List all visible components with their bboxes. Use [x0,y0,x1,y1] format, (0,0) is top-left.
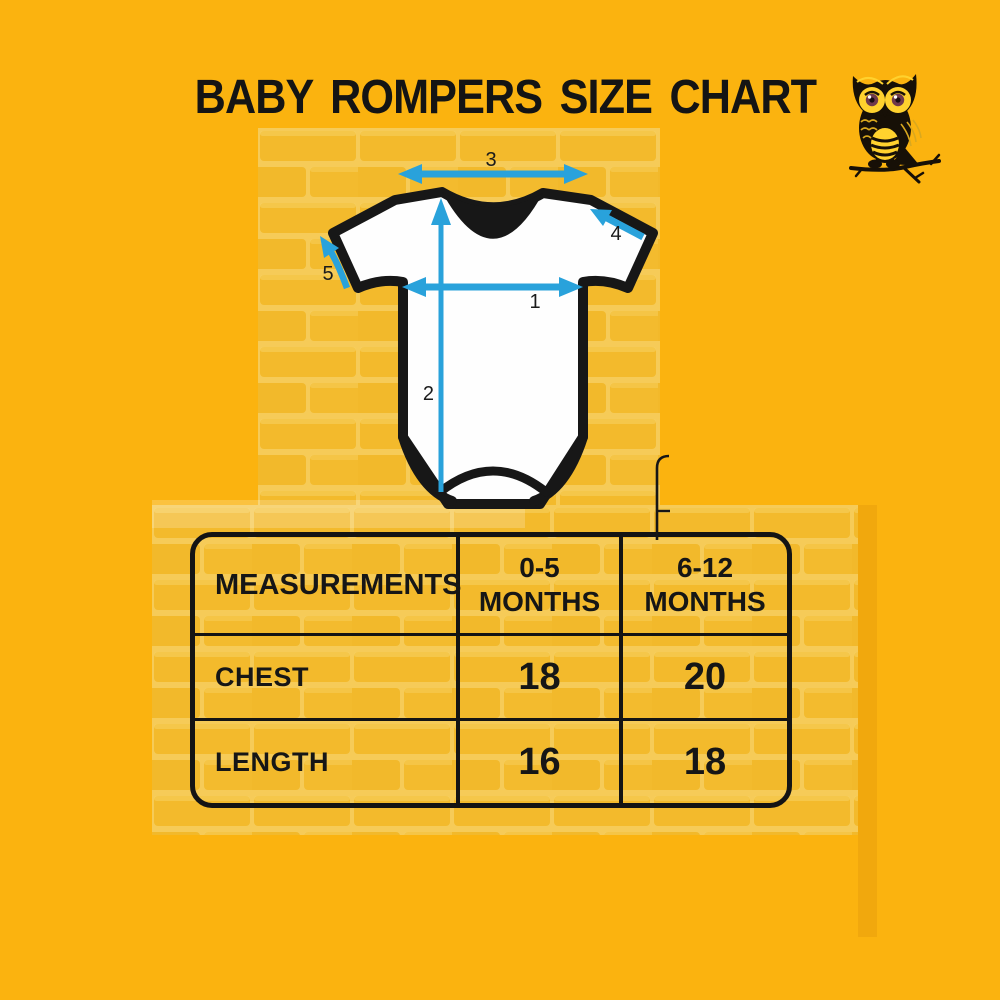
header-measurements: MEASUREMENTS [195,537,462,636]
arrow-label-3: 3 [485,149,496,171]
header-6-12-line2: MONTHS [644,586,766,617]
romper-measurement-diagram: 3 1 2 4 5 [320,149,658,509]
romper-outline [328,187,658,509]
brick-wall-band-table [152,505,858,835]
header-0-5-line1: 0-5 [519,551,560,583]
dark-edge-strip [858,505,877,937]
header-6-12-line1: 6-12 [676,551,734,583]
owl-logo-icon [849,74,941,184]
owl-eyes [864,90,906,107]
page-title: BABY ROMPERS SIZE CHART [194,71,817,124]
arrow-label-1: 1 [529,291,540,313]
table-row-chest-label: CHEST [195,636,460,721]
arrow-label-5: 5 [322,263,333,285]
measure-arrow-labels: 3 1 2 4 5 [322,149,621,405]
romper-crotch-flap [435,466,551,497]
header-col-0-5-months: 0-5 MONTHS [460,537,623,636]
branch [849,153,941,184]
arrow-label-2: 2 [423,383,434,405]
cropped-frame-artifact [655,454,670,540]
romper-leg-opening-left [398,432,457,506]
header-col-6-12-months: 6-12 MONTHS [623,537,787,636]
header-0-5-line2: MONTHS [478,586,601,617]
arrow-label-4: 4 [610,223,621,245]
length-0-5-value: 16 [460,721,623,803]
header-measurements-label: MEASUREMENTS [215,568,462,601]
size-table: MEASUREMENTS 0-5 MONTHS 6-12 MONTHS CHES… [190,532,792,808]
chest-6-12-value: 20 [623,636,787,721]
chest-0-5-value: 18 [460,636,623,721]
owl-chest-stripes [870,136,900,163]
table-row-length-label: LENGTH [195,721,460,803]
measure-arrows [320,164,645,492]
length-6-12-value: 18 [683,740,727,783]
romper-neckline [442,192,543,239]
romper-leg-opening-right [529,432,588,506]
owl-wing-feathers [860,119,922,147]
